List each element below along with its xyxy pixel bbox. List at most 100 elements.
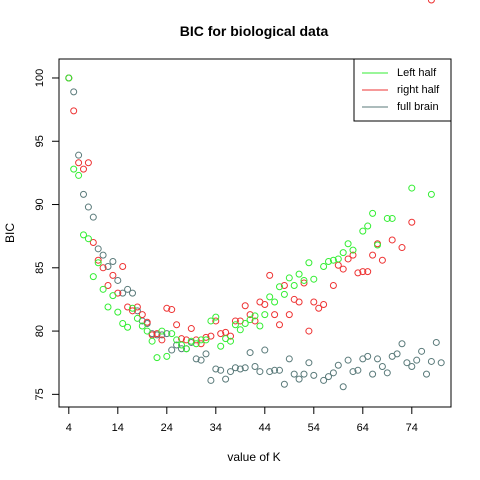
point-right-half	[427, 0, 435, 4]
point-left-half	[178, 341, 185, 349]
x-tick-label: 34	[210, 422, 222, 434]
point-full-brain	[378, 363, 386, 371]
point-right-half	[143, 318, 151, 326]
point-left-half	[114, 308, 122, 316]
point-right-half	[398, 244, 406, 252]
chart-title: BIC for biological data	[180, 23, 329, 39]
point-right-half	[168, 306, 176, 314]
point-right-half	[280, 282, 288, 290]
point-right-half	[158, 336, 166, 344]
point-left-half	[143, 327, 151, 335]
point-left-half	[80, 231, 87, 239]
point-left-half	[227, 337, 234, 345]
point-right-half	[359, 268, 367, 276]
x-tick-label: 24	[161, 422, 173, 434]
point-left-half	[133, 314, 141, 322]
x-tick-label: 44	[259, 422, 271, 434]
point-right-half	[75, 159, 83, 167]
point-full-brain	[339, 383, 347, 391]
point-left-half	[207, 317, 215, 325]
y-tick-label: 75	[34, 388, 46, 400]
point-right-half	[349, 251, 357, 259]
point-left-half	[427, 190, 435, 198]
point-left-half	[344, 240, 352, 248]
point-full-brain	[408, 363, 416, 371]
point-left-half	[104, 303, 112, 311]
point-left-half	[202, 336, 210, 344]
point-left-half	[271, 298, 279, 306]
point-right-half	[315, 304, 323, 312]
point-full-brain	[227, 368, 234, 376]
point-left-half	[241, 319, 249, 327]
point-left-half	[212, 313, 220, 321]
y-tick-label: 85	[34, 262, 46, 274]
point-left-half	[65, 74, 73, 82]
point-right-half	[364, 268, 372, 276]
point-left-half	[339, 249, 347, 257]
point-left-half	[290, 282, 298, 290]
point-right-half	[187, 325, 195, 333]
point-full-brain	[344, 356, 352, 364]
point-full-brain	[334, 361, 342, 369]
point-full-brain	[383, 369, 391, 377]
y-axis: 75 80 85 90 95 100	[34, 69, 59, 400]
point-right-half	[271, 311, 279, 319]
point-left-half	[182, 345, 190, 353]
x-tick-label: 64	[357, 422, 369, 434]
point-full-brain	[89, 213, 97, 221]
point-right-half	[182, 336, 190, 344]
point-left-half	[359, 227, 367, 235]
point-full-brain	[320, 376, 328, 384]
point-right-half	[133, 303, 141, 311]
point-full-brain	[109, 257, 117, 265]
point-left-half	[305, 259, 313, 267]
point-left-half	[383, 214, 391, 222]
point-full-brain	[432, 338, 440, 346]
legend-label: full brain	[397, 101, 439, 113]
point-left-half	[109, 292, 117, 300]
point-left-half	[364, 222, 372, 230]
point-right-half	[266, 271, 274, 279]
point-left-half	[148, 337, 156, 345]
legend-label: Left half	[397, 67, 437, 79]
point-full-brain	[217, 366, 225, 374]
point-full-brain	[423, 370, 430, 378]
point-full-brain	[398, 340, 406, 348]
point-left-half	[119, 319, 127, 327]
point-full-brain	[310, 371, 318, 379]
point-left-half	[197, 336, 205, 344]
point-left-half	[84, 235, 92, 243]
y-tick-label: 95	[34, 135, 46, 147]
point-full-brain	[290, 370, 298, 378]
point-left-half	[163, 352, 171, 360]
point-left-half	[261, 311, 269, 319]
x-axis: 4 14 24 34 44 54 64 74	[66, 407, 418, 434]
point-right-half	[310, 298, 318, 306]
point-right-half	[124, 303, 132, 311]
point-full-brain	[168, 346, 176, 354]
point-right-half	[388, 236, 396, 244]
point-right-half	[251, 317, 259, 325]
point-right-half	[104, 282, 112, 290]
point-full-brain	[158, 331, 166, 339]
point-right-half	[295, 298, 303, 306]
point-left-half	[388, 214, 396, 222]
point-full-brain	[300, 370, 308, 378]
point-full-brain	[84, 203, 92, 211]
point-full-brain	[129, 289, 136, 297]
point-right-half	[84, 159, 92, 167]
point-full-brain	[280, 380, 288, 388]
x-tick-label: 74	[406, 422, 418, 434]
point-right-half	[217, 330, 225, 338]
x-tick-label: 14	[112, 422, 124, 434]
point-left-half	[70, 165, 78, 173]
point-full-brain	[251, 363, 259, 371]
point-left-half	[246, 316, 254, 324]
point-right-half	[94, 256, 102, 264]
point-right-half	[119, 263, 127, 271]
point-left-half	[153, 354, 161, 362]
point-full-brain	[266, 368, 274, 376]
point-left-half	[349, 246, 357, 254]
point-right-half	[173, 321, 181, 329]
